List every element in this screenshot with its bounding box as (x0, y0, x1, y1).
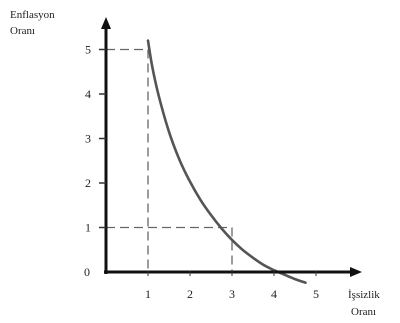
x-axis-title-line-1: İşsizlik (348, 289, 380, 301)
phillips-curve (146, 39, 307, 284)
x-tick-label: 1 (145, 287, 151, 301)
y-tick-label: 3 (85, 132, 91, 146)
reference-guides (106, 48, 233, 272)
origin-label: 0 (84, 265, 90, 279)
x-axis-title-line-2: Oranı (351, 306, 376, 318)
x-tick-label: 5 (313, 287, 319, 301)
y-tick-label: 5 (85, 43, 91, 57)
y-tick-label: 1 (85, 221, 91, 235)
x-tick-label: 4 (271, 287, 277, 301)
tick-layer: 1 2 3 4 5 1 2 3 4 5 (85, 43, 319, 302)
curve-layer (146, 39, 307, 284)
y-axis-title-line-1: Enflasyon (10, 9, 55, 21)
y-axis-arrow-icon (101, 17, 111, 29)
x-axis-arrow-icon (350, 267, 362, 277)
y-axis-title-line-2: Oranı (10, 25, 35, 37)
axes (101, 17, 362, 277)
y-tick-label: 2 (85, 176, 91, 190)
x-tick-label: 2 (187, 287, 193, 301)
x-tick-label: 3 (229, 287, 235, 301)
y-tick-label: 4 (85, 87, 91, 101)
